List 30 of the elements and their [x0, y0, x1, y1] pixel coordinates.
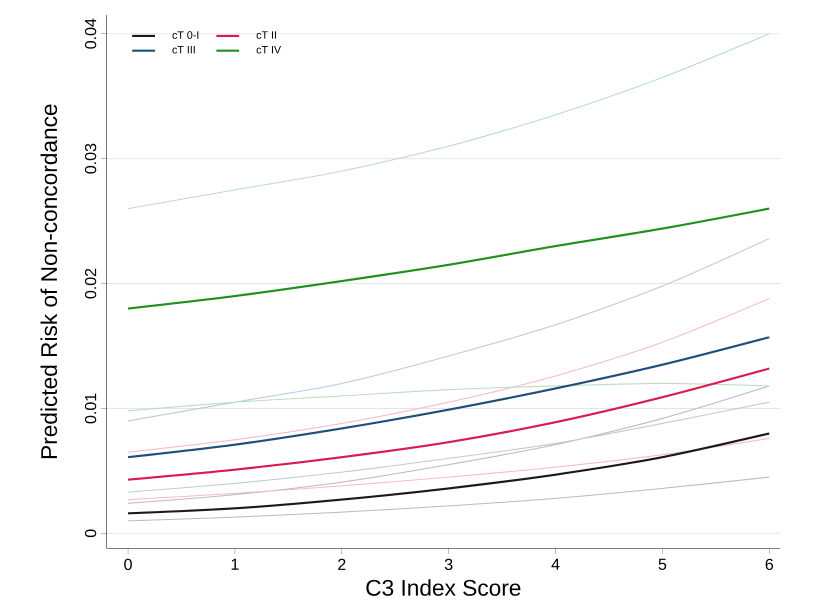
- line-series: [126, 432, 770, 514]
- line-series: [128, 438, 770, 500]
- line-series: [126, 208, 770, 310]
- legend-label: cT IV: [256, 46, 282, 54]
- line-series: [126, 367, 770, 481]
- line-series: [128, 238, 770, 422]
- y-tick-label: 0.03: [84, 144, 96, 174]
- x-axis-title: C3 Index Score: [366, 579, 520, 596]
- y-tick-label: 0.02: [84, 268, 96, 298]
- line-series: [128, 385, 770, 504]
- legend-label: cT III: [172, 46, 195, 54]
- line-series: [128, 402, 770, 493]
- x-tick-label: 5: [658, 558, 666, 570]
- line-series: [126, 336, 770, 458]
- legend-label: cT II: [256, 31, 276, 39]
- line-series: [128, 33, 770, 210]
- line-series: [128, 382, 770, 412]
- x-tick-label: 0: [124, 558, 132, 570]
- y-tick-label: 0.01: [84, 394, 96, 424]
- x-tick-label: 6: [766, 558, 774, 570]
- line-series: [128, 476, 770, 522]
- y-tick-label: 0: [84, 530, 96, 538]
- x-tick-label: 1: [232, 558, 239, 570]
- x-tick-label: 4: [551, 558, 560, 570]
- x-tick-label: 2: [338, 558, 346, 570]
- x-tick-label: 3: [444, 558, 452, 570]
- legend-label: cT 0-I: [172, 31, 198, 39]
- y-tick-label: 0.04: [84, 18, 96, 49]
- y-axis-title: Predicted Risk of Non-concordance: [40, 104, 58, 458]
- line-series: [128, 298, 770, 453]
